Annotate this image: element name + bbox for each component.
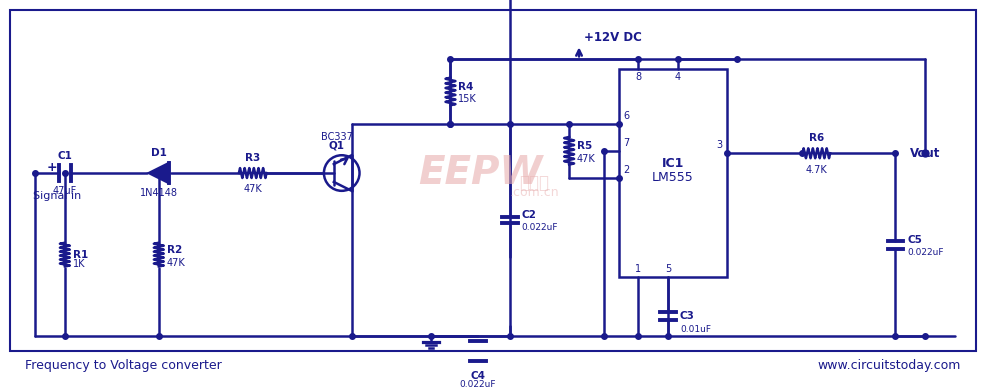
Text: +12V DC: +12V DC (584, 32, 642, 44)
Text: www.circuitstoday.com: www.circuitstoday.com (817, 359, 960, 372)
Text: 5: 5 (665, 264, 671, 274)
Text: 15K: 15K (458, 94, 477, 105)
Text: C3: C3 (680, 311, 695, 321)
Text: 4: 4 (674, 72, 681, 82)
Text: Frequency to Voltage converter: Frequency to Voltage converter (26, 359, 222, 372)
Text: 电子产: 电子产 (520, 174, 549, 192)
Text: R1: R1 (73, 250, 88, 260)
Text: R4: R4 (458, 82, 473, 92)
Text: BC337: BC337 (320, 132, 353, 142)
Text: 2: 2 (623, 165, 630, 175)
Text: C2: C2 (522, 210, 536, 220)
Text: R2: R2 (167, 245, 182, 255)
Text: 0.022uF: 0.022uF (907, 248, 944, 257)
Text: EEPW: EEPW (418, 154, 542, 192)
Text: 6: 6 (623, 111, 630, 121)
Text: 8: 8 (635, 72, 642, 82)
Text: 47K: 47K (167, 257, 185, 268)
Text: C4: C4 (470, 371, 485, 381)
Text: Q1: Q1 (328, 140, 345, 150)
Text: 47K: 47K (244, 184, 262, 194)
Text: +: + (46, 161, 57, 174)
Text: R5: R5 (577, 141, 593, 151)
Text: D1: D1 (151, 148, 167, 158)
Text: R6: R6 (809, 133, 824, 144)
Text: .com.cn: .com.cn (510, 186, 559, 199)
Text: 0.022uF: 0.022uF (522, 223, 558, 232)
Text: C1: C1 (57, 151, 72, 161)
Text: 4.7K: 4.7K (806, 165, 827, 175)
Text: 1: 1 (635, 264, 642, 274)
Text: 47uF: 47uF (52, 186, 77, 196)
Text: 1K: 1K (73, 259, 85, 269)
Text: 47K: 47K (577, 154, 596, 164)
Text: 0.01uF: 0.01uF (680, 325, 711, 334)
Polygon shape (149, 163, 169, 183)
Text: 0.022uF: 0.022uF (459, 380, 496, 389)
Text: C5: C5 (907, 235, 922, 245)
Text: 1N4148: 1N4148 (140, 188, 177, 198)
Text: LM555: LM555 (652, 172, 694, 184)
Text: R3: R3 (246, 153, 260, 163)
Text: 3: 3 (716, 140, 723, 150)
Text: Signal in: Signal in (34, 191, 82, 201)
Text: Vout: Vout (910, 147, 941, 160)
Text: 7: 7 (623, 138, 630, 148)
Text: IC1: IC1 (662, 157, 684, 170)
